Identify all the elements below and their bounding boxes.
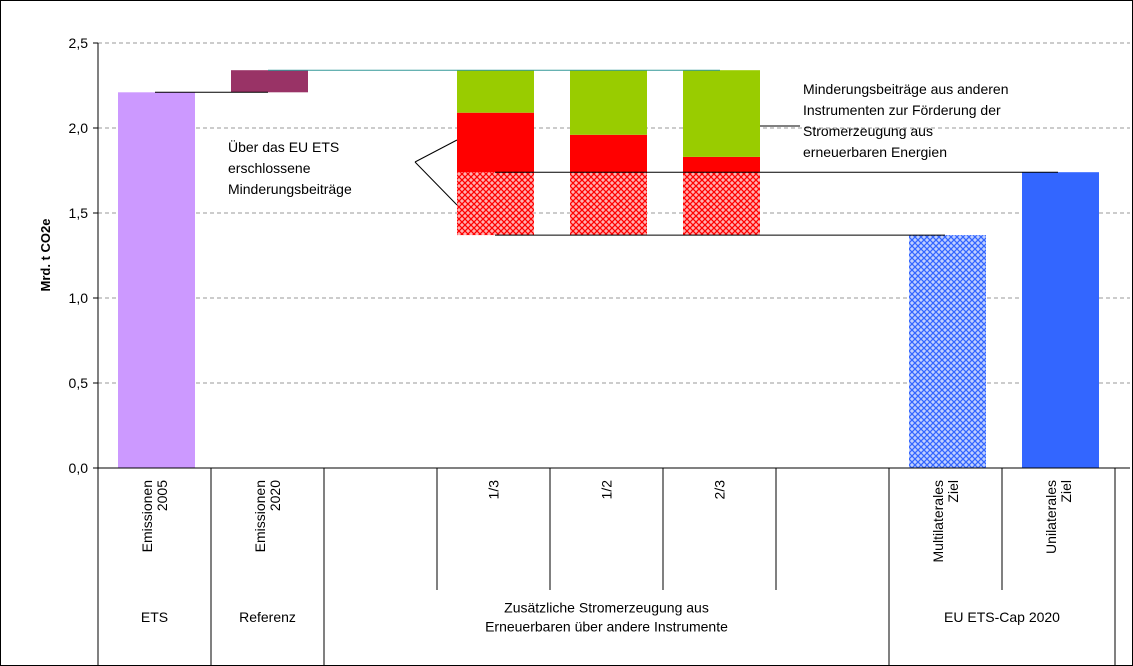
bar bbox=[570, 172, 647, 236]
bar bbox=[909, 235, 986, 468]
x-tick-label: Ziel bbox=[1058, 480, 1074, 503]
group-label: Erneuerbaren über andere Instrumente bbox=[485, 619, 728, 635]
x-tick-label: Emissionen bbox=[252, 480, 268, 552]
bar bbox=[1022, 172, 1099, 468]
y-tick-label: 2,5 bbox=[69, 35, 89, 51]
x-tick-label: 2005 bbox=[154, 480, 170, 511]
x-tick-label: 1/2 bbox=[599, 480, 615, 500]
annotation: erschlossene bbox=[228, 160, 311, 176]
y-tick-label: 0,0 bbox=[69, 460, 89, 476]
bar bbox=[683, 70, 760, 157]
bar bbox=[118, 92, 195, 469]
leaders bbox=[414, 125, 800, 206]
y-axis-label: Mrd. t CO2e bbox=[38, 219, 53, 292]
y-tick-label: 1,5 bbox=[69, 205, 89, 221]
x-tick-label: 2020 bbox=[267, 480, 283, 511]
y-tick-label: 1,0 bbox=[69, 290, 89, 306]
y-tick-label: 0,5 bbox=[69, 375, 89, 391]
x-tick-label: Multilaterales bbox=[930, 480, 946, 562]
bar bbox=[457, 172, 534, 236]
bar bbox=[570, 134, 647, 173]
annotation: Minderungsbeiträge aus anderen bbox=[803, 81, 1008, 97]
group-label: Referenz bbox=[239, 609, 296, 625]
bar bbox=[231, 70, 308, 93]
group-label: ETS bbox=[141, 609, 168, 625]
y-tick-label: 2,0 bbox=[69, 120, 89, 136]
annotation: Instrumenten zur Förderung der bbox=[803, 102, 1001, 118]
x-tick-label: Emissionen bbox=[139, 480, 155, 552]
x-tick-label: 2/3 bbox=[712, 480, 728, 500]
annotation: erneuerbaren Energien bbox=[803, 144, 947, 160]
x-tick-label: Unilaterales bbox=[1043, 480, 1059, 554]
annotation: Über das EU ETS bbox=[228, 138, 339, 155]
bar bbox=[570, 70, 647, 135]
annotation: Stromerzeugung aus bbox=[803, 123, 933, 139]
bar bbox=[683, 172, 760, 236]
bar bbox=[683, 156, 760, 173]
x-tick-label: 1/3 bbox=[486, 480, 502, 500]
x-tick-label: Ziel bbox=[945, 480, 961, 503]
bar bbox=[457, 70, 534, 113]
bar bbox=[457, 112, 534, 173]
group-label: Zusätzliche Stromerzeugung aus bbox=[504, 600, 709, 616]
group-label: EU ETS-Cap 2020 bbox=[944, 609, 1060, 625]
annotation: Minderungsbeiträge bbox=[228, 181, 352, 197]
